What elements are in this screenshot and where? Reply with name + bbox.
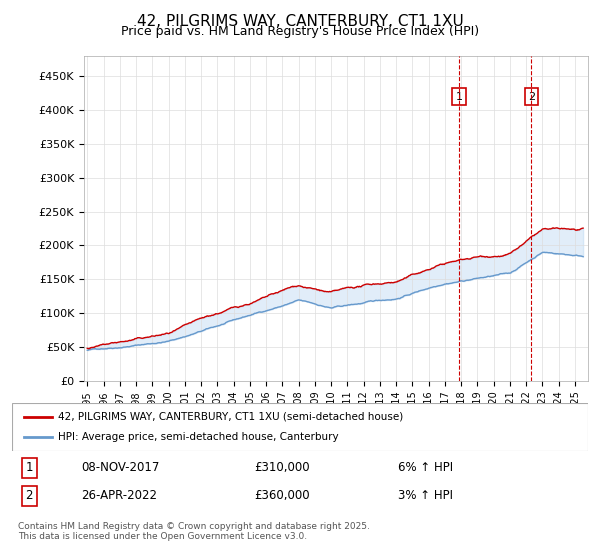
Text: 3% ↑ HPI: 3% ↑ HPI — [398, 489, 453, 502]
Text: HPI: Average price, semi-detached house, Canterbury: HPI: Average price, semi-detached house,… — [58, 432, 339, 442]
Text: 42, PILGRIMS WAY, CANTERBURY, CT1 1XU (semi-detached house): 42, PILGRIMS WAY, CANTERBURY, CT1 1XU (s… — [58, 412, 403, 422]
Text: 2: 2 — [26, 489, 33, 502]
Text: 1: 1 — [26, 461, 33, 474]
Text: 2: 2 — [528, 92, 535, 101]
Text: 08-NOV-2017: 08-NOV-2017 — [81, 461, 160, 474]
Text: 1: 1 — [455, 92, 463, 101]
Text: 42, PILGRIMS WAY, CANTERBURY, CT1 1XU: 42, PILGRIMS WAY, CANTERBURY, CT1 1XU — [137, 14, 463, 29]
Text: 26-APR-2022: 26-APR-2022 — [81, 489, 157, 502]
Text: Contains HM Land Registry data © Crown copyright and database right 2025.
This d: Contains HM Land Registry data © Crown c… — [18, 522, 370, 542]
Text: £360,000: £360,000 — [254, 489, 310, 502]
FancyBboxPatch shape — [12, 403, 588, 451]
Text: Price paid vs. HM Land Registry's House Price Index (HPI): Price paid vs. HM Land Registry's House … — [121, 25, 479, 38]
Text: £310,000: £310,000 — [254, 461, 310, 474]
Text: 6% ↑ HPI: 6% ↑ HPI — [398, 461, 453, 474]
